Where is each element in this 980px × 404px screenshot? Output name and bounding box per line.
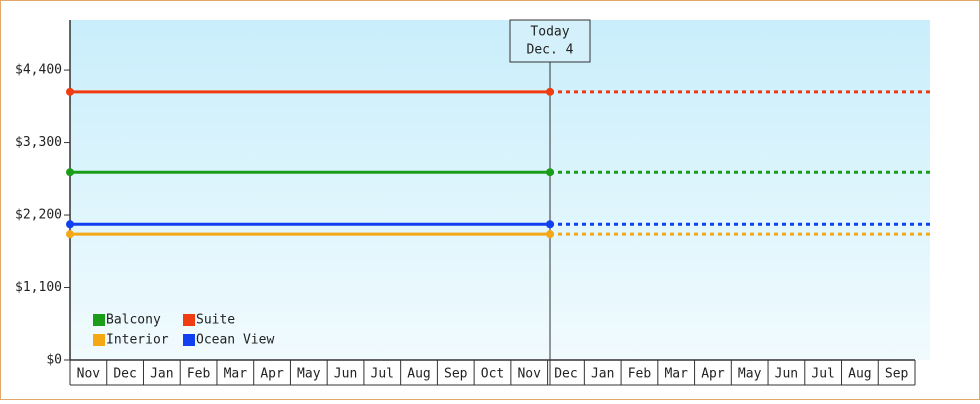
x-tick-label: Dec [554, 367, 577, 382]
legend-swatch [93, 334, 105, 346]
y-tick-label: $1,100 [15, 280, 62, 295]
plot-area [70, 20, 930, 360]
point [66, 87, 74, 96]
x-tick-label: Feb [628, 367, 652, 382]
x-tick-label: Jul [811, 367, 834, 382]
point [546, 87, 554, 96]
point [66, 168, 74, 177]
x-tick-label: Apr [260, 367, 284, 382]
x-tick-label: Mar [224, 367, 248, 382]
y-tick-label: $2,200 [15, 208, 62, 223]
point [546, 168, 554, 177]
today-box [509, 19, 591, 63]
point [546, 230, 554, 239]
x-tick-label: Jun [334, 367, 357, 382]
x-tick-label: May [297, 367, 321, 382]
x-tick-label: Feb [187, 367, 211, 382]
x-tick-label: Jul [371, 367, 394, 382]
legend-label: Interior [106, 333, 169, 348]
x-tick-label: Mar [664, 367, 688, 382]
x-tick-label: Jun [775, 367, 798, 382]
legend-label: Balcony [106, 313, 161, 328]
point [66, 220, 74, 229]
x-tick-label: Nov [77, 367, 101, 382]
annotation: Dec. 4 [527, 43, 574, 58]
x-tick-label: Sep [444, 367, 468, 382]
legend-swatch [183, 334, 195, 346]
x-tick-label: Nov [517, 367, 541, 382]
x-tick-label: Jan [150, 367, 173, 382]
point [546, 220, 554, 229]
x-tick-label: Aug [848, 367, 871, 382]
x-tick-label: Apr [701, 367, 725, 382]
y-tick-label: $4,400 [15, 63, 62, 78]
y-tick-label: $3,300 [15, 135, 62, 150]
y-tick-label: $0 [46, 353, 62, 368]
legend-label: Suite [196, 313, 235, 328]
x-tick-label: Aug [407, 367, 430, 382]
legend-swatch [93, 314, 105, 326]
x-tick-label: May [738, 367, 762, 382]
legend-label: Ocean View [196, 333, 274, 348]
annotation: Today [530, 25, 569, 40]
legend-swatch [183, 314, 195, 326]
x-tick-label: Dec [113, 367, 136, 382]
x-tick-label: Sep [885, 367, 909, 382]
point [66, 230, 74, 239]
x-tick-label: Jan [591, 367, 614, 382]
x-tick-label: Oct [481, 367, 504, 382]
